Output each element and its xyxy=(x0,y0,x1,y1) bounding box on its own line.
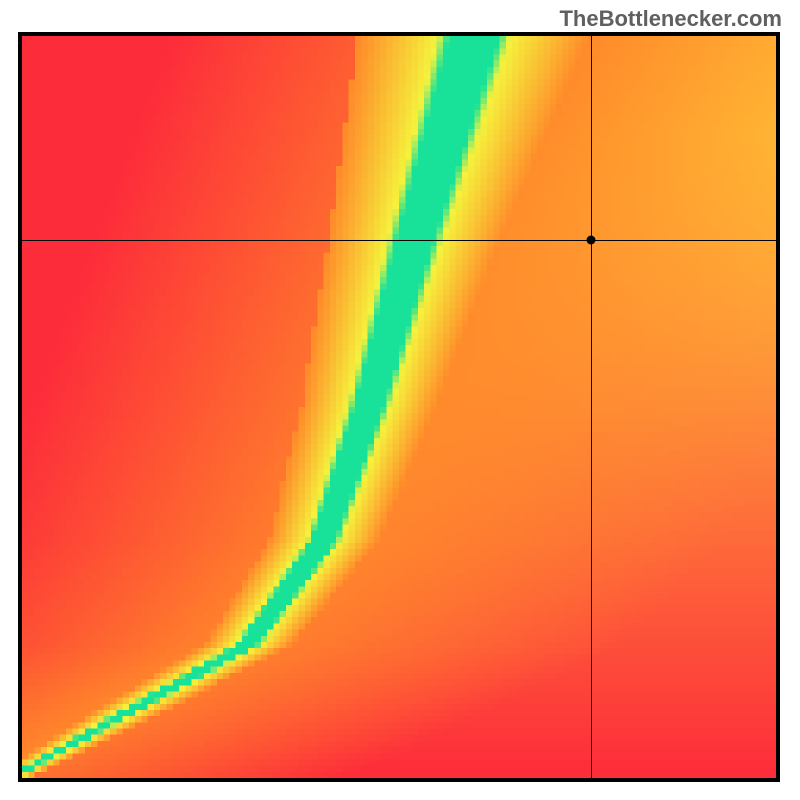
crosshair-vertical xyxy=(591,36,592,778)
chart-container: TheBottlenecker.com xyxy=(0,0,800,800)
watermark-text: TheBottlenecker.com xyxy=(559,6,782,32)
heatmap-canvas xyxy=(22,36,776,778)
heatmap-chart xyxy=(18,32,780,782)
crosshair-horizontal xyxy=(22,240,776,241)
crosshair-marker xyxy=(587,236,596,245)
